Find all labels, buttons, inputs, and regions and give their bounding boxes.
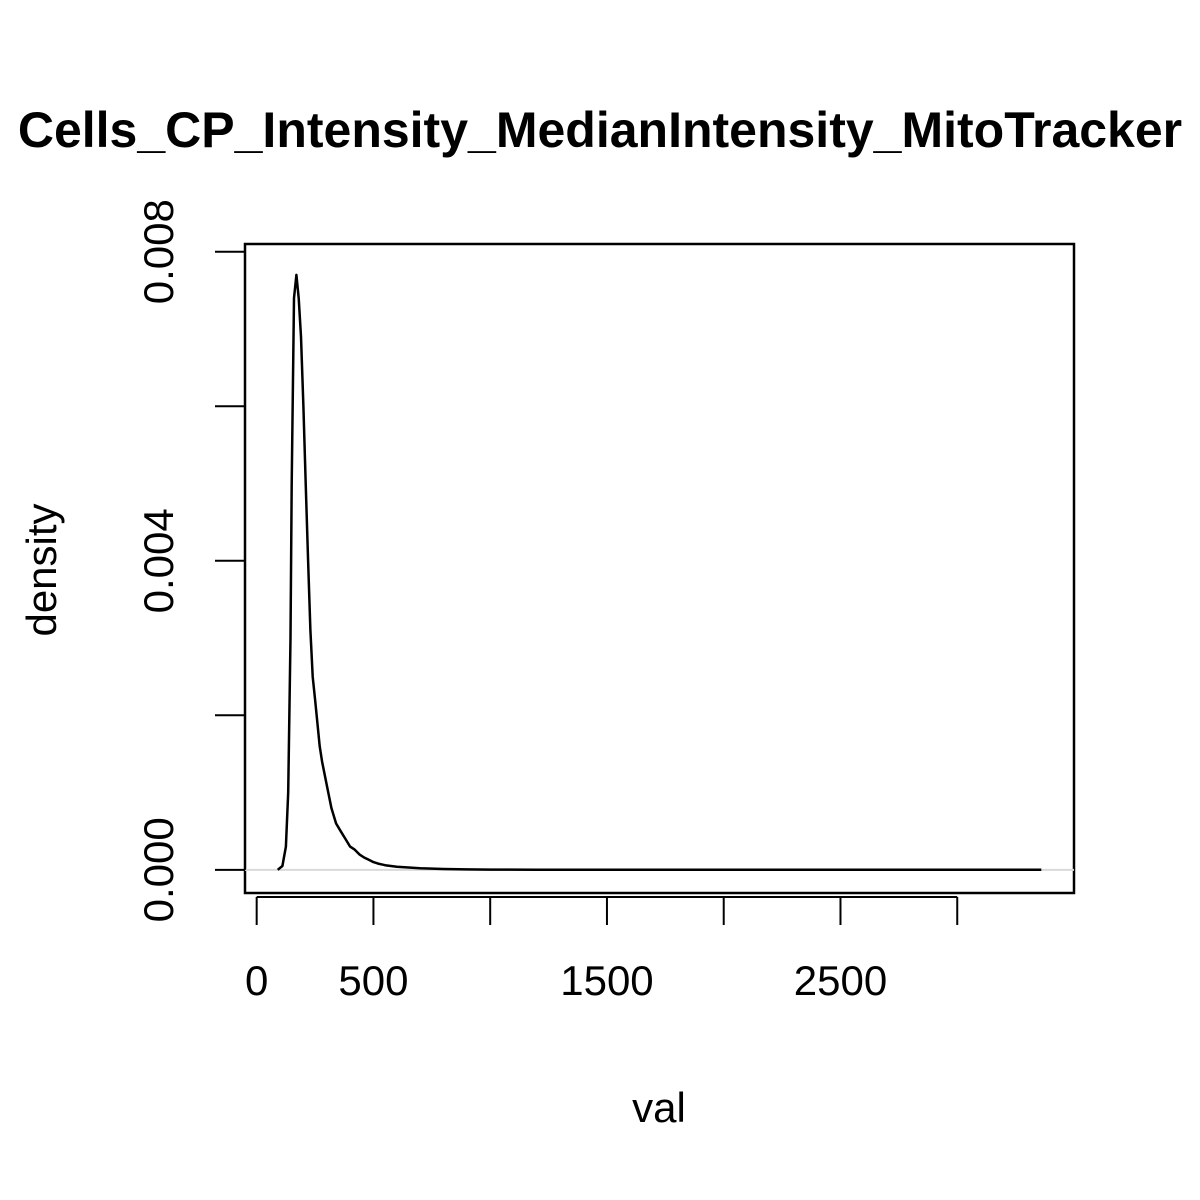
chart-title: Cells_CP_Intensity_MedianIntensity_MitoT…: [18, 102, 1182, 158]
y-axis: 0.000 0.004 0.008: [135, 199, 246, 922]
y-axis-label: density: [18, 503, 65, 636]
x-tick-label: 500: [338, 957, 408, 1004]
x-tick-label: 2500: [794, 957, 887, 1004]
y-tick-label: 0.004: [135, 508, 182, 613]
y-tick-label: 0.000: [135, 817, 182, 922]
density-curve: [276, 273, 1042, 872]
x-tick-label: 1500: [560, 957, 653, 1004]
x-axis: 0 500 1500 2500: [245, 896, 959, 1004]
x-axis-label: val: [632, 1084, 686, 1131]
x-tick-label: 0: [245, 957, 268, 1004]
y-tick-label: 0.008: [135, 199, 182, 304]
plot-frame: [243, 242, 1076, 895]
